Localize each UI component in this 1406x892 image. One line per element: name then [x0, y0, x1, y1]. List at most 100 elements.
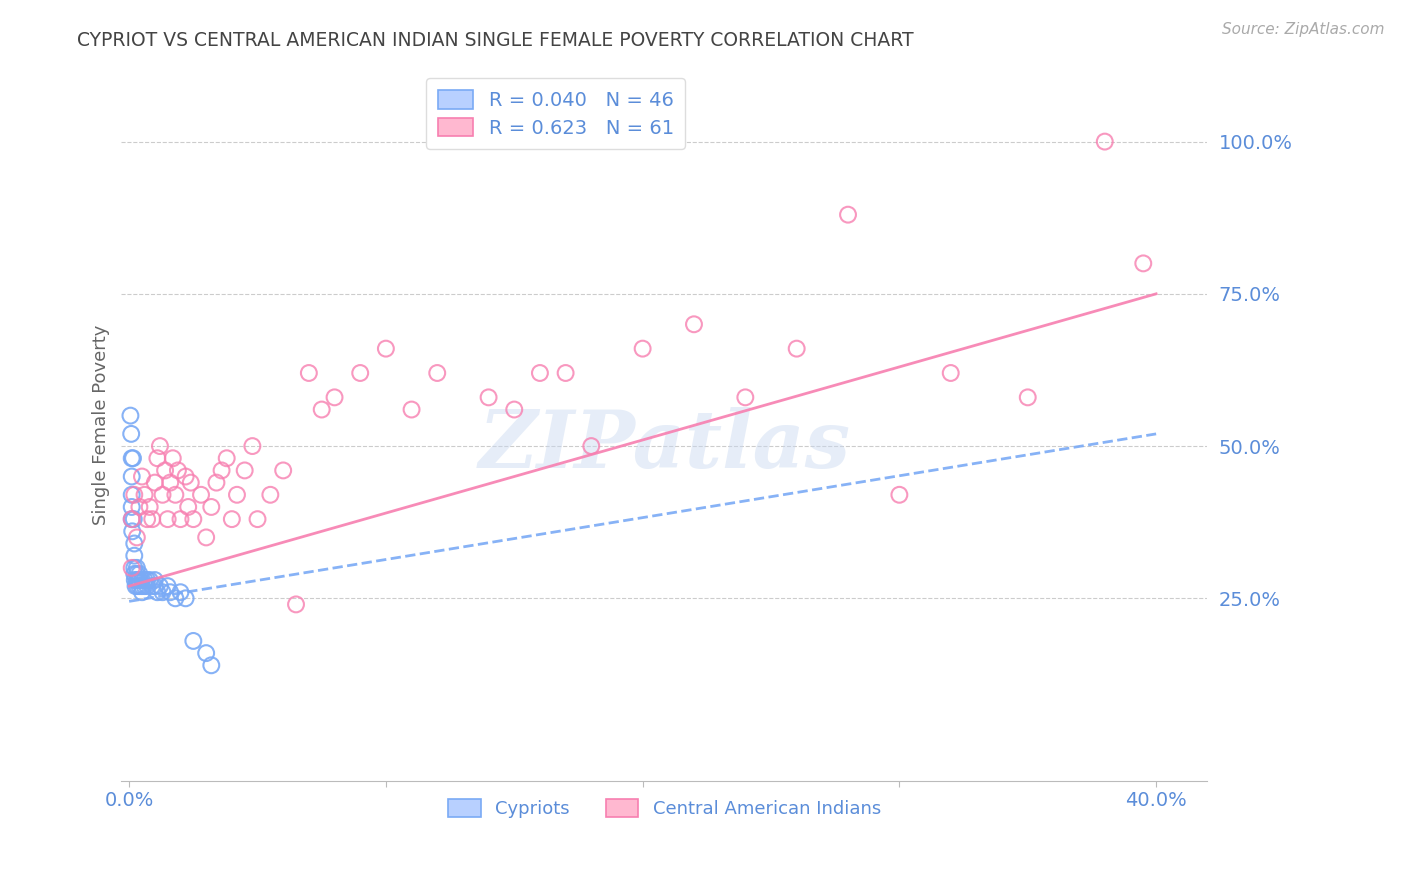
Point: [120, 426, 142, 441]
Point: [125, 530, 148, 544]
Point: [259, 488, 281, 502]
Point: [136, 579, 159, 593]
Point: [226, 488, 249, 502]
Point: [177, 500, 200, 514]
Point: [174, 469, 197, 483]
Point: [156, 512, 179, 526]
Point: [478, 390, 501, 404]
Point: [141, 512, 163, 526]
Point: [426, 366, 449, 380]
Point: [121, 451, 143, 466]
Point: [121, 524, 143, 539]
Point: [786, 342, 808, 356]
Text: Source: ZipAtlas.com: Source: ZipAtlas.com: [1222, 22, 1385, 37]
Point: [141, 579, 163, 593]
Point: [124, 488, 146, 502]
Point: [349, 366, 371, 380]
Point: [503, 402, 526, 417]
Point: [127, 579, 149, 593]
Point: [121, 488, 143, 502]
Point: [165, 488, 187, 502]
Point: [125, 566, 148, 581]
Point: [128, 573, 150, 587]
Point: [1094, 135, 1116, 149]
Text: ZIPatlas: ZIPatlas: [478, 408, 851, 485]
Text: CYPRIOT VS CENTRAL AMERICAN INDIAN SINGLE FEMALE POVERTY CORRELATION CHART: CYPRIOT VS CENTRAL AMERICAN INDIAN SINGL…: [77, 31, 914, 50]
Point: [134, 488, 156, 502]
Point: [581, 439, 603, 453]
Point: [374, 342, 396, 356]
Point: [120, 409, 142, 423]
Point: [134, 573, 156, 587]
Point: [1132, 256, 1154, 270]
Point: [159, 585, 181, 599]
Point: [152, 488, 174, 502]
Point: [221, 512, 243, 526]
Point: [131, 573, 153, 587]
Point: [134, 579, 156, 593]
Point: [211, 463, 233, 477]
Point: [165, 591, 187, 606]
Point: [149, 579, 172, 593]
Point: [200, 500, 222, 514]
Point: [121, 469, 143, 483]
Point: [889, 488, 911, 502]
Point: [121, 512, 143, 526]
Point: [285, 598, 308, 612]
Point: [128, 500, 150, 514]
Point: [1017, 390, 1039, 404]
Point: [121, 512, 143, 526]
Point: [167, 463, 190, 477]
Point: [183, 512, 205, 526]
Point: [149, 439, 172, 453]
Point: [124, 573, 146, 587]
Point: [271, 463, 294, 477]
Legend: Cypriots, Central American Indians: Cypriots, Central American Indians: [441, 792, 889, 825]
Point: [939, 366, 962, 380]
Point: [136, 573, 159, 587]
Point: [124, 536, 146, 550]
Point: [529, 366, 551, 380]
Point: [128, 579, 150, 593]
Point: [837, 208, 859, 222]
Point: [138, 500, 160, 514]
Point: [311, 402, 333, 417]
Point: [153, 463, 176, 477]
Point: [152, 585, 174, 599]
Point: [146, 451, 169, 466]
Point: [131, 585, 153, 599]
Point: [146, 585, 169, 599]
Point: [215, 451, 238, 466]
Point: [124, 561, 146, 575]
Point: [124, 579, 146, 593]
Point: [323, 390, 346, 404]
Point: [183, 634, 205, 648]
Point: [121, 500, 143, 514]
Point: [131, 469, 153, 483]
Point: [242, 439, 264, 453]
Point: [200, 658, 222, 673]
Point: [174, 591, 197, 606]
Point: [143, 475, 166, 490]
Point: [124, 549, 146, 563]
Point: [631, 342, 654, 356]
Point: [190, 488, 212, 502]
Point: [734, 390, 756, 404]
Point: [205, 475, 228, 490]
Point: [143, 573, 166, 587]
Point: [125, 561, 148, 575]
Point: [162, 451, 184, 466]
Point: [138, 573, 160, 587]
Point: [143, 579, 166, 593]
Point: [127, 573, 149, 587]
Point: [169, 512, 191, 526]
Point: [122, 512, 145, 526]
Point: [246, 512, 269, 526]
Point: [401, 402, 423, 417]
Point: [156, 579, 179, 593]
Point: [159, 475, 181, 490]
Point: [233, 463, 256, 477]
Point: [131, 579, 153, 593]
Point: [554, 366, 576, 380]
Point: [121, 561, 143, 575]
